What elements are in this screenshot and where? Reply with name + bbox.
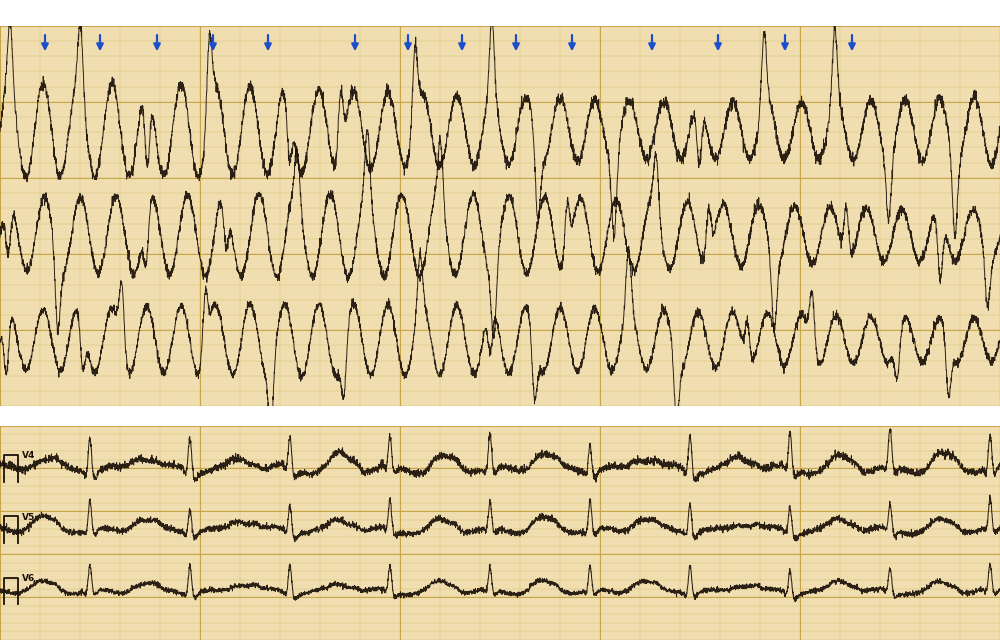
Text: V5: V5 xyxy=(22,513,35,522)
Text: V4: V4 xyxy=(22,451,35,460)
Text: V6: V6 xyxy=(22,574,35,583)
